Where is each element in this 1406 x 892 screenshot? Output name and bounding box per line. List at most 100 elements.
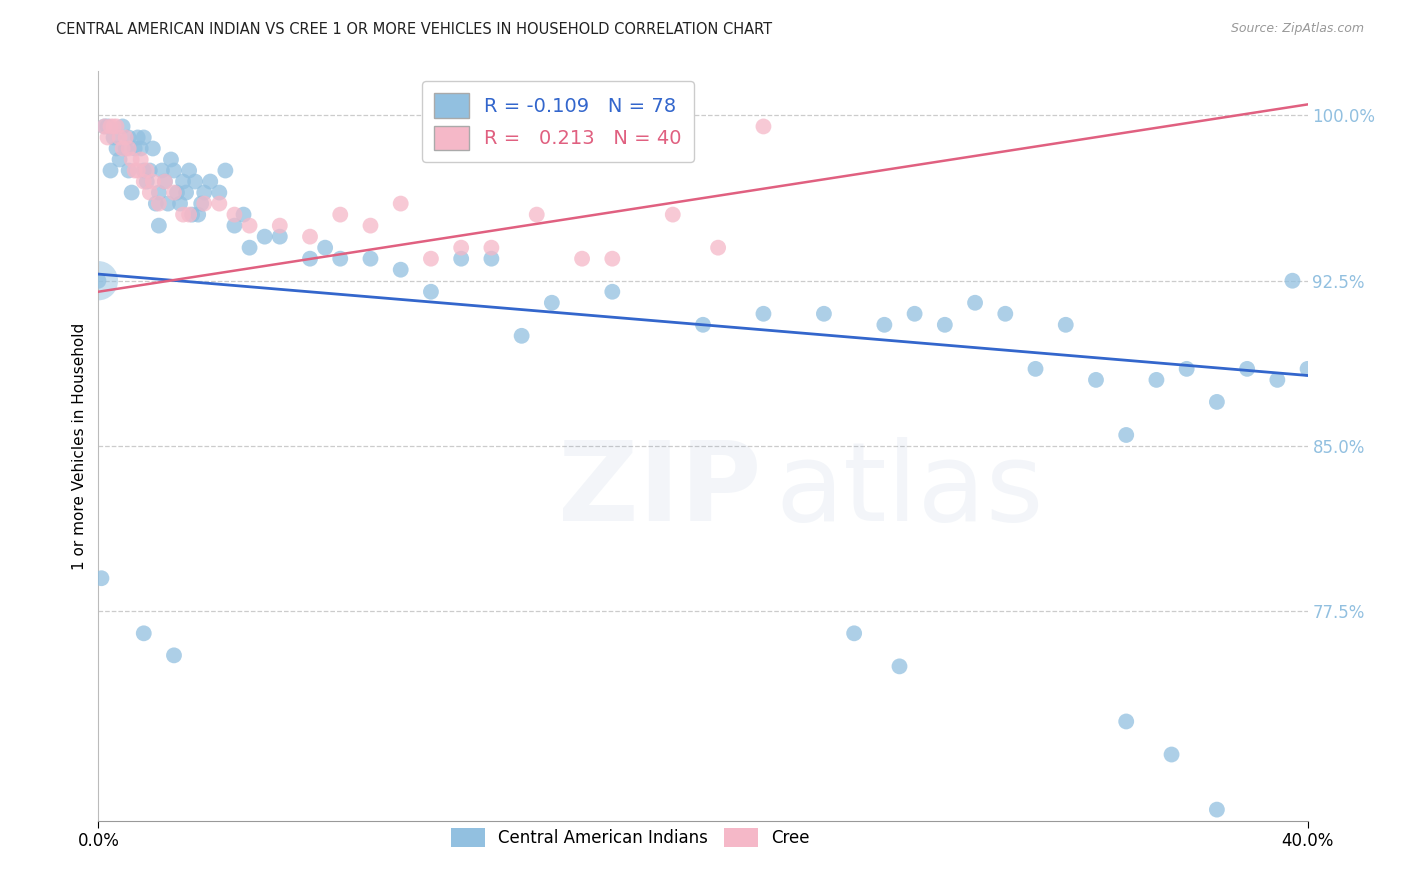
Point: [153, 175, 176, 189]
Point: [160, 153, 183, 167]
Point: [389, 196, 412, 211]
Point: [132, 163, 155, 178]
Point: [965, 295, 987, 310]
Point: [1206, 395, 1229, 409]
Point: [1115, 714, 1137, 729]
Point: [111, 141, 134, 155]
Point: [129, 153, 152, 167]
Point: [111, 120, 134, 134]
Point: [150, 163, 173, 178]
Point: [1054, 318, 1077, 332]
Point: [389, 262, 412, 277]
Text: Source: ZipAtlas.com: Source: ZipAtlas.com: [1230, 22, 1364, 36]
Point: [142, 175, 165, 189]
Point: [179, 208, 201, 222]
Point: [299, 252, 322, 266]
Point: [124, 163, 146, 178]
Point: [299, 229, 322, 244]
Point: [114, 130, 136, 145]
Point: [96, 130, 118, 145]
Point: [1115, 428, 1137, 442]
Point: [142, 141, 165, 155]
Point: [174, 186, 197, 200]
Point: [329, 208, 352, 222]
Point: [224, 219, 246, 233]
Point: [904, 307, 927, 321]
Point: [1206, 803, 1229, 817]
Point: [169, 196, 191, 211]
Point: [127, 163, 149, 178]
Point: [813, 307, 835, 321]
Point: [103, 130, 125, 145]
Point: [692, 318, 714, 332]
Point: [105, 120, 128, 134]
Point: [93, 120, 115, 134]
Point: [135, 175, 157, 189]
Point: [269, 229, 291, 244]
Point: [329, 252, 352, 266]
Point: [193, 186, 215, 200]
Point: [118, 163, 141, 178]
Point: [87, 274, 110, 288]
Point: [121, 186, 143, 200]
Point: [994, 307, 1017, 321]
Point: [200, 175, 222, 189]
Point: [420, 252, 443, 266]
Point: [1281, 274, 1303, 288]
Point: [253, 229, 276, 244]
Point: [172, 208, 194, 222]
Point: [540, 295, 562, 310]
Point: [190, 196, 212, 211]
Point: [1175, 362, 1198, 376]
Point: [90, 571, 112, 585]
Point: [752, 120, 775, 134]
Point: [156, 196, 179, 211]
Point: [118, 141, 141, 155]
Point: [1146, 373, 1168, 387]
Point: [127, 130, 149, 145]
Point: [360, 252, 382, 266]
Point: [132, 175, 155, 189]
Point: [1160, 747, 1182, 762]
Point: [100, 163, 122, 178]
Point: [148, 219, 170, 233]
Point: [139, 163, 162, 178]
Point: [108, 130, 131, 145]
Point: [481, 252, 503, 266]
Point: [420, 285, 443, 299]
Point: [208, 186, 231, 200]
Point: [148, 186, 170, 200]
Point: [450, 252, 472, 266]
Point: [129, 141, 152, 155]
Point: [602, 285, 624, 299]
Text: atlas: atlas: [776, 437, 1045, 544]
Point: [132, 626, 155, 640]
Point: [269, 219, 291, 233]
Point: [1236, 362, 1258, 376]
Point: [661, 208, 683, 222]
Point: [114, 141, 136, 155]
Point: [1296, 362, 1319, 376]
Point: [707, 241, 730, 255]
Point: [103, 120, 125, 134]
Text: ZIP: ZIP: [558, 437, 761, 544]
Point: [1024, 362, 1046, 376]
Point: [181, 208, 204, 222]
Point: [224, 208, 246, 222]
Point: [118, 130, 141, 145]
Point: [1085, 373, 1108, 387]
Point: [187, 208, 209, 222]
Point: [184, 175, 207, 189]
Text: CENTRAL AMERICAN INDIAN VS CREE 1 OR MORE VEHICLES IN HOUSEHOLD CORRELATION CHAR: CENTRAL AMERICAN INDIAN VS CREE 1 OR MOR…: [56, 22, 772, 37]
Point: [105, 141, 128, 155]
Point: [153, 175, 176, 189]
Point: [163, 186, 186, 200]
Point: [96, 120, 118, 134]
Point: [239, 241, 262, 255]
Point: [208, 196, 231, 211]
Point: [450, 241, 472, 255]
Point: [934, 318, 956, 332]
Point: [526, 208, 548, 222]
Point: [163, 163, 186, 178]
Point: [145, 196, 167, 211]
